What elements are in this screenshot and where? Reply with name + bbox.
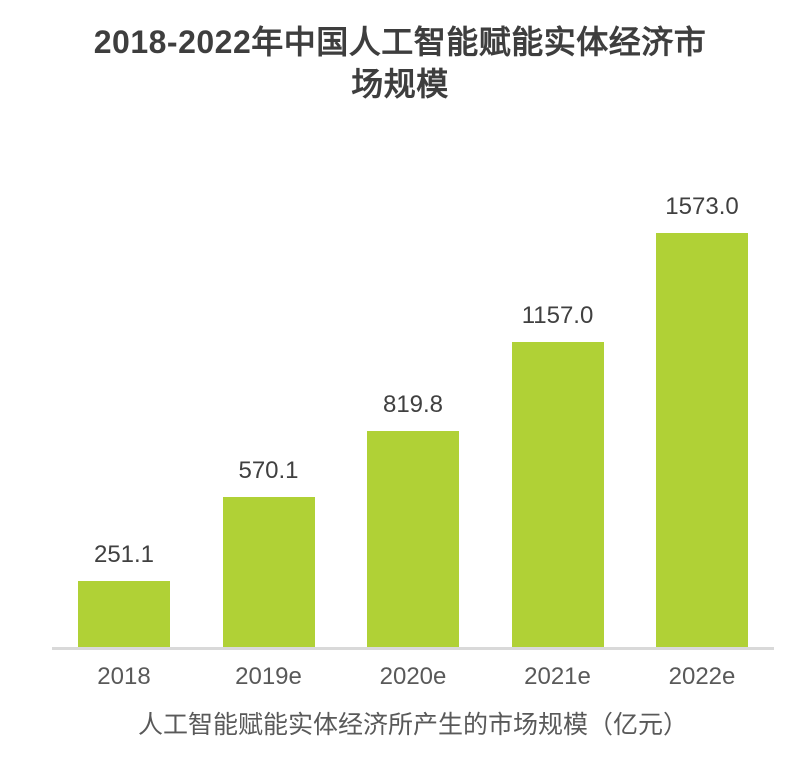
market-size-bar-chart: 2018-2022年中国人工智能赋能实体经济市 场规模 251.1 570.1 819… bbox=[0, 0, 800, 740]
bar-group: 570.1 bbox=[222, 457, 315, 648]
x-axis-label: 2021e bbox=[524, 663, 591, 691]
bar bbox=[78, 581, 170, 648]
chart-title-line-1: 2018-2022年中国人工智能赋能实体经济市 bbox=[93, 24, 707, 60]
x-axis-line bbox=[52, 647, 774, 651]
bar-value-label: 251.1 bbox=[93, 541, 155, 569]
bar bbox=[511, 342, 604, 648]
chart-title-line-2: 场规模 bbox=[351, 65, 449, 102]
bar-value-label: 1573.0 bbox=[665, 193, 739, 221]
bar-value-label: 570.1 bbox=[238, 457, 299, 485]
bar-value-label: 819.8 bbox=[382, 391, 444, 419]
plot-area: 251.1 570.1 819.8 1157.0 1573.0 2018 2019e 202… bbox=[52, 185, 774, 691]
chart-title: 2018-2022年中国人工智能赋能实体经济市 场规模 bbox=[0, 0, 800, 105]
bar-group: 819.8 bbox=[367, 391, 459, 648]
x-axis-label: 2019e bbox=[235, 663, 302, 691]
bar-group: 1157.0 bbox=[511, 302, 604, 648]
x-axis-labels-row: 2018 2019e 2020e 2021e 2022e bbox=[52, 663, 774, 691]
x-axis-label: 2020e bbox=[379, 663, 447, 691]
x-axis-label: 2018 bbox=[97, 663, 151, 691]
bar-group: 1573.0 bbox=[656, 193, 748, 648]
bar bbox=[656, 233, 748, 648]
bar bbox=[222, 497, 315, 648]
x-axis-label: 2022e bbox=[668, 663, 736, 691]
bar-group: 251.1 bbox=[78, 541, 170, 648]
bar-value-label: 1157.0 bbox=[521, 302, 594, 330]
series-caption: 人工智能赋能实体经济所产生的市场规模（亿元） bbox=[137, 711, 688, 740]
bar bbox=[367, 431, 459, 648]
bars-row: 251.1 570.1 819.8 1157.0 1573.0 bbox=[52, 185, 774, 648]
